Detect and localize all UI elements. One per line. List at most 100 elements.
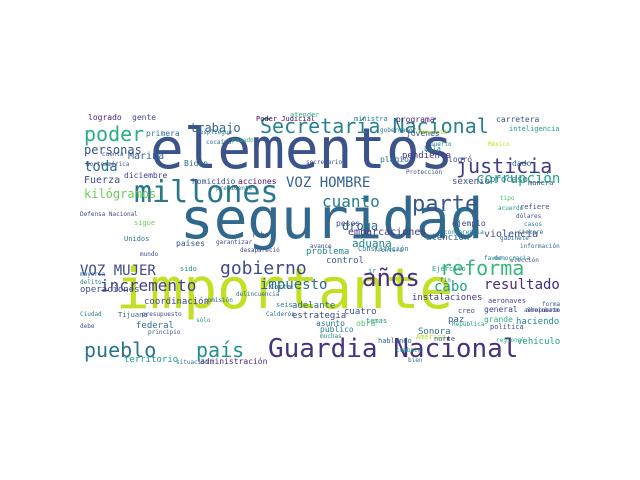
word-aduana: aduana [352, 237, 392, 250]
word-pais: país [196, 338, 245, 362]
word-pendiente: pendiente [402, 151, 451, 161]
word-principio: principio [148, 329, 181, 336]
word-voz-mujer: VOZ MUJER [80, 263, 156, 279]
word-tan: tan [456, 207, 467, 214]
word-logrado: logrado [88, 113, 122, 122]
word-operaciones: operaciones [80, 285, 140, 295]
word-voz-hombre: VOZ HOMBRE [286, 175, 371, 191]
word-despliegue: despliegue [196, 129, 233, 136]
word-constitucion: Constitución [358, 245, 409, 253]
word-presidente: presidente [216, 185, 253, 192]
word-gabinete: gabinete [500, 235, 529, 242]
word-instalaciones: instalaciones [412, 293, 483, 303]
word-control: control [326, 256, 364, 266]
word-norte: norte [434, 335, 456, 343]
word-aeropuerto: aeropuerto [524, 307, 560, 314]
word-millones: millones [134, 175, 279, 210]
word-regional: regional [496, 337, 525, 344]
word-unidos: Unidos [124, 235, 150, 243]
word-jovenes: jóvenes [406, 129, 440, 138]
word-reforma: reforma [440, 256, 525, 280]
word-tipo: tipo [500, 195, 515, 202]
word-forma: forma [542, 301, 560, 308]
word-coordinacion: coordinación [144, 297, 210, 307]
word-lula: Lula [424, 145, 441, 153]
word-conferencia: conferencia [444, 229, 484, 236]
word-dolares: dólares [516, 213, 542, 220]
word-elementos: elementos [150, 117, 454, 182]
word-vehiculo: vehículo [517, 337, 560, 347]
word-acciones: acciones [238, 177, 277, 186]
word-poder: poder [84, 122, 145, 146]
word-debe: debe [80, 323, 95, 330]
word-dado: dado [512, 159, 532, 168]
word-mundo: mundo [140, 251, 159, 258]
word-pesos: pesos [336, 219, 361, 228]
word-pasado: pasado [232, 137, 254, 144]
word-diciembre: diciembre [124, 171, 168, 180]
word-embarcaciones: embarcaciones [348, 227, 427, 238]
word-paz: paz [448, 315, 465, 325]
word-cuanto: cuanto [322, 192, 380, 211]
word-haciendo: haciendo [516, 317, 560, 327]
word-resultado: resultado [484, 277, 560, 293]
word-ejercito: Ejército [432, 265, 466, 273]
word-desaparecio: desapareció [240, 247, 280, 254]
word-informacion: información [520, 243, 560, 250]
word-secretaria-nacional: Secretaría Nacional [260, 114, 489, 138]
word-puerto: puerto [430, 141, 452, 148]
word-violencia: violencia [484, 229, 539, 240]
word-estrategia: estrategia [292, 311, 347, 321]
word-avance: avance [310, 243, 332, 250]
word-combate: combate [396, 347, 422, 354]
word-refiere: refiere [520, 203, 550, 211]
word-importante: importante [116, 257, 454, 322]
word-manera: manera [528, 179, 554, 187]
word-seguridad: seguridad [180, 187, 484, 252]
word-acuerdo: acuerdo [498, 205, 524, 212]
word-personas: personas [84, 143, 142, 157]
word-problema: problema [306, 247, 350, 257]
word-republica: República [452, 321, 485, 328]
word-primera: primera [146, 129, 180, 138]
word-comision: comisión [204, 297, 233, 304]
word-parte: parte [412, 192, 479, 217]
word-creo: creo [458, 307, 475, 315]
word-anos: años [362, 264, 420, 292]
word-gente: gente [132, 113, 157, 122]
word-grande: grande [484, 315, 513, 324]
word-delito: delito [80, 279, 102, 286]
word-impuesto: impuesto [260, 277, 328, 293]
word-defensa-nacional: Defensa Nacional [80, 211, 138, 218]
word-pueblo: pueblo [84, 338, 157, 362]
word-situacion: situación [176, 359, 209, 366]
word-delincuencia: delincuencia [236, 291, 280, 298]
word-cuenta: cuenta [102, 151, 124, 158]
word-cuatro: cuatro [344, 307, 377, 317]
word-siempre: siempre [518, 229, 544, 236]
word-adelante: adelante [292, 301, 336, 311]
word-calderon: Calderón [266, 311, 295, 318]
word-administracion: administración [200, 357, 268, 366]
word-sido: sido [180, 265, 197, 273]
word-mexico: México [488, 141, 510, 148]
word-tijuana: Tijuana [118, 311, 148, 319]
word-incremento: incremento [100, 276, 197, 295]
word-ejemplo: ejemplo [452, 219, 486, 228]
word-plagio: plagio [380, 155, 409, 164]
word-proceso: proceso [490, 175, 528, 185]
word-territorio: territorio [124, 355, 179, 365]
word-mayoria: mayoría [80, 271, 106, 278]
word-corrupcion: corrupción [476, 171, 560, 187]
word-sheinbaum: Sheinbaum [527, 307, 560, 314]
word-sigue: sigue [134, 219, 156, 227]
word-muchas: muchas [320, 333, 342, 340]
word-bien: bien [408, 357, 423, 364]
word-marina: Marina [128, 151, 165, 162]
word-biden: Biden [184, 159, 209, 168]
word-proteccion: Protección [406, 169, 443, 176]
word-droga: droga [342, 219, 379, 233]
word-aeronaves: aeronaves [488, 297, 526, 305]
word-gobernador: gobernador [380, 127, 417, 134]
word-logro: logró [448, 155, 473, 164]
